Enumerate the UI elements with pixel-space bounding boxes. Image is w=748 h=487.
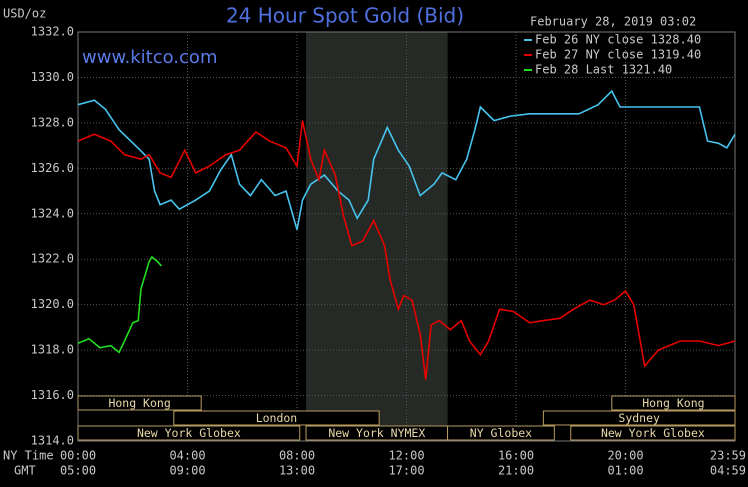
x-axis-label: NY Time: [3, 449, 54, 463]
y-tick-label: 1316.0: [31, 388, 74, 402]
session-box: [77, 395, 202, 411]
shaded-session: [306, 32, 448, 441]
y-tick-label: 1318.0: [31, 343, 74, 357]
legend-label: Feb 27 NY close 1319.40: [535, 48, 701, 62]
gmt-tick-label: 01:00: [607, 464, 643, 478]
x-tick-label: 12:00: [388, 449, 424, 463]
timestamp: February 28, 2019 03:02: [530, 15, 696, 29]
x-tick-label: 20:00: [607, 449, 643, 463]
gmt-tick-label: 13:00: [279, 464, 315, 478]
session-box: [570, 425, 736, 441]
gmt-tick-label: 04:59: [710, 464, 746, 478]
session-box: [447, 425, 555, 441]
x-tick-label: 23:59: [710, 449, 746, 463]
legend-label: Feb 28 Last 1321.40: [535, 63, 672, 77]
y-unit: USD/oz: [3, 7, 46, 21]
session-label: London: [256, 411, 298, 425]
session-box: [77, 425, 301, 441]
gmt-tick-label: 09:00: [169, 464, 205, 478]
gmt-tick-label: 21:00: [498, 464, 534, 478]
price-line: [77, 89, 736, 230]
session-box: [611, 395, 736, 411]
y-tick-label: 1322.0: [31, 252, 74, 266]
price-line: [77, 120, 736, 380]
y-tick-label: 1328.0: [31, 115, 74, 129]
x-axis-label: GMT: [14, 464, 36, 478]
session-label: New York Globex: [601, 426, 705, 440]
price-line: [77, 255, 163, 354]
session-label: NY Globex: [470, 426, 532, 440]
y-tick-label: 1324.0: [31, 206, 74, 220]
x-tick-label: 08:00: [279, 449, 315, 463]
x-tick-label: 04:00: [169, 449, 205, 463]
chart-title: 24 Hour Spot Gold (Bid): [226, 4, 464, 28]
x-tick-label: 00:00: [60, 449, 96, 463]
session-label: New York Globex: [137, 426, 241, 440]
y-tick-label: 1314.0: [31, 434, 74, 448]
session-label: Hong Kong: [642, 396, 704, 410]
session-label: New York NYMEX: [328, 426, 425, 440]
website: www.kitco.com: [82, 47, 217, 68]
session-label: Hong Kong: [108, 396, 170, 410]
y-tick-label: 1320.0: [31, 297, 74, 311]
y-tick-label: 1330.0: [31, 70, 74, 84]
plot-frame: [77, 31, 736, 442]
y-tick-label: 1332.0: [31, 25, 74, 39]
session-box: [173, 410, 380, 426]
y-tick-label: 1326.0: [31, 161, 74, 175]
legend-label: Feb 26 NY close 1328.40: [535, 33, 701, 47]
gmt-tick-label: 05:00: [60, 464, 96, 478]
session-label: Sydney: [618, 411, 660, 425]
x-tick-label: 16:00: [498, 449, 534, 463]
session-box: [542, 410, 736, 426]
gmt-tick-label: 17:00: [388, 464, 424, 478]
